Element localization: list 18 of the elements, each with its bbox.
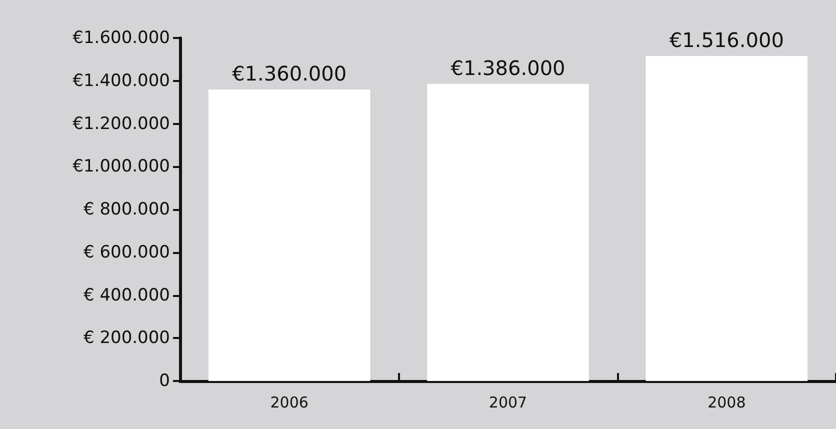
bar bbox=[427, 84, 589, 381]
y-tick-label: €1.400.000 bbox=[72, 70, 170, 91]
data-label: €1.516.000 bbox=[669, 28, 784, 52]
y-tick-label: € 200.000 bbox=[83, 328, 170, 348]
y-tick-label: €1.200.000 bbox=[72, 114, 170, 134]
y-tick-label: 0 bbox=[159, 371, 170, 391]
bar bbox=[208, 89, 370, 381]
data-label: €1.386.000 bbox=[450, 56, 566, 80]
y-tick-label: €1.000.000 bbox=[72, 156, 170, 177]
y-tick-label: € 400.000 bbox=[83, 285, 170, 306]
y-tick-label: €1.600.000 bbox=[72, 28, 170, 48]
x-tick-label: 2007 bbox=[488, 394, 528, 412]
x-tick-label: 2008 bbox=[708, 394, 746, 412]
y-tick-label: € 600.000 bbox=[83, 242, 170, 262]
data-label: €1.360.000 bbox=[232, 61, 347, 86]
bar bbox=[646, 56, 808, 381]
y-tick-label: € 800.000 bbox=[83, 200, 170, 220]
x-tick-label: 2006 bbox=[270, 394, 308, 412]
